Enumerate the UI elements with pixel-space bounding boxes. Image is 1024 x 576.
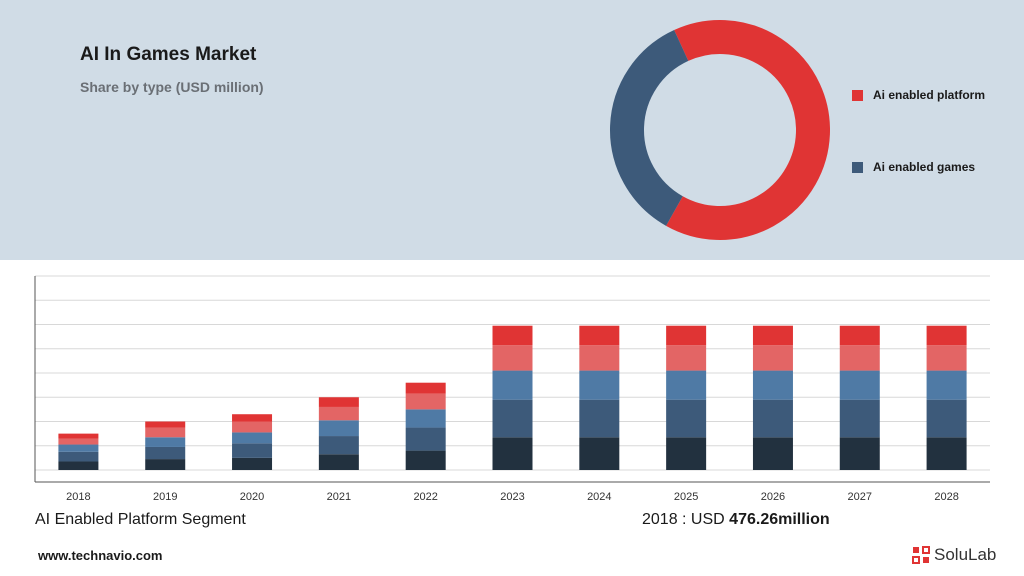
legend-swatch-platform xyxy=(852,89,863,101)
segment-label: AI Enabled Platform Segment xyxy=(35,511,246,528)
bar-segment-2025-4 xyxy=(666,325,707,346)
bar-segment-2021-1 xyxy=(318,436,359,455)
donut-slice-platform xyxy=(666,20,830,240)
legend-label-platform: Ai enabled platform xyxy=(873,88,986,102)
bar-segment-2018-4 xyxy=(58,433,99,439)
x-tick-label: 2018 xyxy=(66,491,90,502)
x-tick-label: 2025 xyxy=(674,491,698,502)
bar-segment-2028-0 xyxy=(926,437,967,470)
bar-segment-2026-4 xyxy=(752,325,793,346)
header-panel: AI In Games Market Share by type (USD mi… xyxy=(0,0,1024,260)
x-tick-label: 2022 xyxy=(413,491,437,502)
bar-segment-2018-2 xyxy=(58,444,99,452)
bar-segment-2026-3 xyxy=(752,345,793,371)
x-tick-label: 2019 xyxy=(153,491,177,502)
bar-segment-2021-4 xyxy=(318,397,359,407)
bar-segment-2023-0 xyxy=(492,437,533,470)
bar-segment-2023-4 xyxy=(492,325,533,346)
bar-segment-2018-1 xyxy=(58,451,99,462)
solulab-logo-icon xyxy=(912,546,930,564)
bar-segment-2028-3 xyxy=(926,345,967,371)
bar-segment-2026-1 xyxy=(752,399,793,438)
bar-segment-2021-0 xyxy=(318,454,359,470)
bar-segment-2021-2 xyxy=(318,420,359,437)
x-tick-label: 2024 xyxy=(587,491,611,502)
bar-segment-2019-1 xyxy=(145,446,186,460)
bar-segment-2027-4 xyxy=(839,325,880,346)
bar-segment-2022-0 xyxy=(405,450,446,470)
bar-segment-2024-1 xyxy=(579,399,620,438)
bar-segment-2025-1 xyxy=(666,399,707,438)
legend-item-platform: Ai enabled platform xyxy=(852,88,985,102)
x-tick-label: 2021 xyxy=(327,491,351,502)
bar-segment-2024-4 xyxy=(579,325,620,346)
bar-segment-2018-0 xyxy=(58,461,99,470)
bar-segment-2027-0 xyxy=(839,437,880,470)
bar-segment-2028-1 xyxy=(926,399,967,438)
chart-subtitle: Share by type (USD million) xyxy=(80,79,264,95)
bar-segment-2027-1 xyxy=(839,399,880,438)
bar-segment-2024-3 xyxy=(579,345,620,371)
bar-segment-2023-3 xyxy=(492,345,533,371)
bar-segment-2023-2 xyxy=(492,370,533,400)
bar-segment-2028-2 xyxy=(926,370,967,400)
x-tick-label: 2026 xyxy=(761,491,785,502)
bar-segment-2021-3 xyxy=(318,406,359,421)
bar-segment-2025-3 xyxy=(666,345,707,371)
bar-segment-2022-4 xyxy=(405,382,446,394)
x-tick-label: 2027 xyxy=(848,491,872,502)
bar-segment-2026-2 xyxy=(752,370,793,400)
bar-segment-2022-3 xyxy=(405,393,446,410)
bar-segment-2020-0 xyxy=(232,457,273,470)
bar-segment-2020-3 xyxy=(232,421,273,433)
bar-segment-2025-2 xyxy=(666,370,707,400)
legend-swatch-games xyxy=(852,161,863,173)
bar-segment-2020-2 xyxy=(232,432,273,444)
bar-segment-2020-4 xyxy=(232,414,273,422)
legend-label-games: Ai enabled games xyxy=(873,160,976,174)
bar-segment-2026-0 xyxy=(752,437,793,470)
bar-segment-2019-3 xyxy=(145,427,186,438)
bar-segment-2020-1 xyxy=(232,443,273,458)
bar-segment-2019-0 xyxy=(145,459,186,470)
donut-slice-games xyxy=(610,30,689,226)
segment-value: 2018 : USD 476.26million xyxy=(642,511,830,529)
bar-segment-2022-2 xyxy=(405,409,446,428)
x-tick-label: 2028 xyxy=(934,491,958,502)
donut-chart xyxy=(610,20,830,240)
bar-segment-2027-2 xyxy=(839,370,880,400)
bar-segment-2024-0 xyxy=(579,437,620,470)
chart-title: AI In Games Market xyxy=(80,44,257,65)
stacked-bar-chart: 2018 2019 2020 2021 2022 2023 2024 2025 2026 2027… xyxy=(34,275,990,502)
bar-segment-2023-1 xyxy=(492,399,533,438)
brand-logo: SoluLab xyxy=(912,545,996,565)
website-link[interactable]: www.technavio.com xyxy=(38,548,163,563)
bar-segment-2019-4 xyxy=(145,421,186,428)
segment-value-prefix: 2018 : USD xyxy=(642,511,725,528)
bar-segment-2024-2 xyxy=(579,370,620,400)
legend-item-games: Ai enabled games xyxy=(852,160,975,174)
bar-segment-2027-3 xyxy=(839,345,880,371)
bar-segment-2028-4 xyxy=(926,325,967,346)
bar-segment-2025-0 xyxy=(666,437,707,470)
brand-name: SoluLab xyxy=(934,545,997,564)
bar-segment-2022-1 xyxy=(405,427,446,451)
bar-segment-2019-2 xyxy=(145,437,186,447)
bar-segment-2018-3 xyxy=(58,438,99,445)
segment-value-amount: 476.26million xyxy=(729,511,830,528)
x-tick-label: 2020 xyxy=(240,491,264,502)
x-tick-label: 2023 xyxy=(500,491,524,502)
